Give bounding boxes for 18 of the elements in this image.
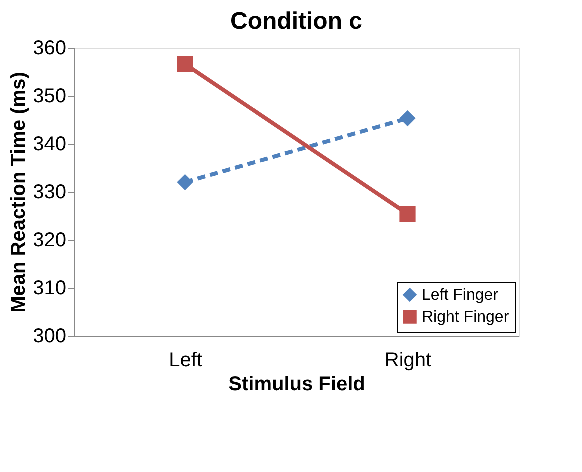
y-tick-label: 360 bbox=[33, 38, 66, 60]
y-tick-label: 350 bbox=[33, 86, 66, 108]
y-tick-label: 340 bbox=[33, 134, 66, 156]
point bbox=[177, 174, 194, 190]
chart-title: Condition c bbox=[230, 8, 362, 35]
y-tick-label: 300 bbox=[33, 326, 66, 348]
x-axis-title: Stimulus Field bbox=[228, 374, 366, 396]
y-tick-label: 330 bbox=[33, 182, 66, 204]
point bbox=[400, 110, 416, 127]
point bbox=[400, 206, 416, 222]
point bbox=[177, 56, 194, 72]
y-axis-title: Mean Reaction Time (ms) bbox=[8, 72, 30, 313]
legend-label: Right Finger bbox=[422, 309, 510, 326]
y-tick-label: 320 bbox=[33, 230, 66, 252]
x-tick-label: Right bbox=[384, 350, 432, 372]
y-tick-label: 310 bbox=[33, 278, 66, 300]
x-tick-label: Left bbox=[169, 350, 203, 372]
legend-label: Left Finger bbox=[422, 287, 500, 304]
